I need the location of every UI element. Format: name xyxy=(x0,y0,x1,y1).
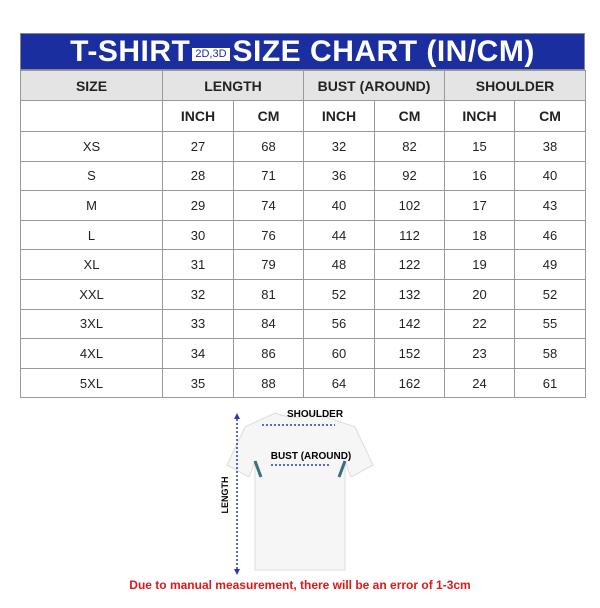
header-bust: BUST (AROUND) xyxy=(302,70,446,101)
value-cell: 61 xyxy=(514,367,587,399)
value-cell: 60 xyxy=(303,338,375,369)
value-cell: 17 xyxy=(444,190,516,221)
title-prefix: T-SHIRT xyxy=(70,34,191,68)
header-length: LENGTH xyxy=(162,70,304,101)
value-cell: 38 xyxy=(514,131,587,162)
measurement-note: Due to manual measurement, there will be… xyxy=(129,578,471,592)
value-cell: 36 xyxy=(303,160,375,192)
value-cell: 48 xyxy=(303,249,375,280)
bust-label: BUST (AROUND) xyxy=(271,451,352,462)
value-cell: 30 xyxy=(162,219,234,251)
size-cell: XL xyxy=(20,249,163,280)
size-cell: 5XL xyxy=(20,367,163,399)
value-cell: 29 xyxy=(162,190,234,221)
value-cell: 46 xyxy=(514,219,587,251)
value-cell: 68 xyxy=(233,131,304,162)
value-cell: 44 xyxy=(303,219,375,251)
header-size: SIZE xyxy=(20,70,163,101)
value-cell: 92 xyxy=(373,160,446,192)
value-cell: 34 xyxy=(162,338,234,369)
value-cell: 82 xyxy=(373,131,446,162)
value-cell: 43 xyxy=(514,190,587,221)
value-cell: 56 xyxy=(303,308,375,340)
subheader-row: INCH CM INCH CM INCH CM xyxy=(20,100,587,132)
value-cell: 22 xyxy=(444,308,516,340)
value-cell: 33 xyxy=(162,308,234,340)
value-cell: 142 xyxy=(373,308,446,340)
table-row: XL 31 79 48 122 19 49 xyxy=(20,249,587,280)
value-cell: 24 xyxy=(444,367,516,399)
value-cell: 20 xyxy=(444,278,516,310)
value-cell: 32 xyxy=(303,131,375,162)
value-cell: 74 xyxy=(233,190,304,221)
table-row: 4XL 34 86 60 152 23 58 xyxy=(20,338,587,369)
size-table: SIZE LENGTH BUST (AROUND) SHOULDER INCH C… xyxy=(20,70,587,399)
value-cell: 102 xyxy=(373,190,446,221)
subheader-unit: CM xyxy=(233,100,304,132)
value-cell: 122 xyxy=(373,249,446,280)
value-cell: 88 xyxy=(233,367,304,399)
value-cell: 40 xyxy=(303,190,375,221)
value-cell: 58 xyxy=(514,338,587,369)
length-label: LENGTH xyxy=(220,477,230,514)
table-row: S 28 71 36 92 16 40 xyxy=(20,160,587,192)
header-row: SIZE LENGTH BUST (AROUND) SHOULDER xyxy=(20,70,587,101)
value-cell: 84 xyxy=(233,308,304,340)
value-cell: 55 xyxy=(514,308,587,340)
value-cell: 40 xyxy=(514,160,587,192)
value-cell: 32 xyxy=(162,278,234,310)
value-cell: 152 xyxy=(373,338,446,369)
value-cell: 23 xyxy=(444,338,516,369)
value-cell: 132 xyxy=(373,278,446,310)
value-cell: 35 xyxy=(162,367,234,399)
table-row: L 30 76 44 112 18 46 xyxy=(20,219,587,251)
tshirt-diagram: SHOULDER BUST (AROUND) LENGTH xyxy=(220,409,374,575)
size-cell: S xyxy=(20,160,163,192)
value-cell: 18 xyxy=(444,219,516,251)
value-cell: 64 xyxy=(303,367,375,399)
table-row: XXL 32 81 52 132 20 52 xyxy=(20,278,587,310)
value-cell: 71 xyxy=(233,160,304,192)
size-cell: XXL xyxy=(20,278,163,310)
subheader-blank xyxy=(20,100,163,132)
value-cell: 19 xyxy=(444,249,516,280)
subheader-unit: CM xyxy=(373,100,446,132)
size-cell: 3XL xyxy=(20,308,163,340)
table-row: 3XL 33 84 56 142 22 55 xyxy=(20,308,587,340)
chart-title: T-SHIRT 2D,3D SIZE CHART (IN/CM) xyxy=(20,33,585,70)
value-cell: 31 xyxy=(162,249,234,280)
size-cell: L xyxy=(20,219,163,251)
value-cell: 79 xyxy=(233,249,304,280)
title-suffix: SIZE CHART (IN/CM) xyxy=(232,34,535,68)
title-badge: 2D,3D xyxy=(192,48,230,61)
value-cell: 16 xyxy=(444,160,516,192)
value-cell: 28 xyxy=(162,160,234,192)
header-shoulder: SHOULDER xyxy=(444,70,587,101)
value-cell: 52 xyxy=(303,278,375,310)
value-cell: 27 xyxy=(162,131,234,162)
subheader-unit: INCH xyxy=(444,100,516,132)
size-cell: XS xyxy=(20,131,163,162)
size-cell: 4XL xyxy=(20,338,163,369)
tshirt-shape xyxy=(226,412,374,571)
value-cell: 49 xyxy=(514,249,587,280)
size-cell: M xyxy=(20,190,163,221)
value-cell: 15 xyxy=(444,131,516,162)
table-row: XS 27 68 32 82 15 38 xyxy=(20,131,587,162)
value-cell: 81 xyxy=(233,278,304,310)
value-cell: 76 xyxy=(233,219,304,251)
subheader-unit: CM xyxy=(514,100,587,132)
subheader-unit: INCH xyxy=(162,100,234,132)
shoulder-label: SHOULDER xyxy=(287,409,344,420)
table-row: 5XL 35 88 64 162 24 61 xyxy=(20,367,587,399)
table-row: M 29 74 40 102 17 43 xyxy=(20,190,587,221)
value-cell: 162 xyxy=(373,367,446,399)
value-cell: 86 xyxy=(233,338,304,369)
subheader-unit: INCH xyxy=(303,100,375,132)
value-cell: 112 xyxy=(373,219,446,251)
value-cell: 52 xyxy=(514,278,587,310)
